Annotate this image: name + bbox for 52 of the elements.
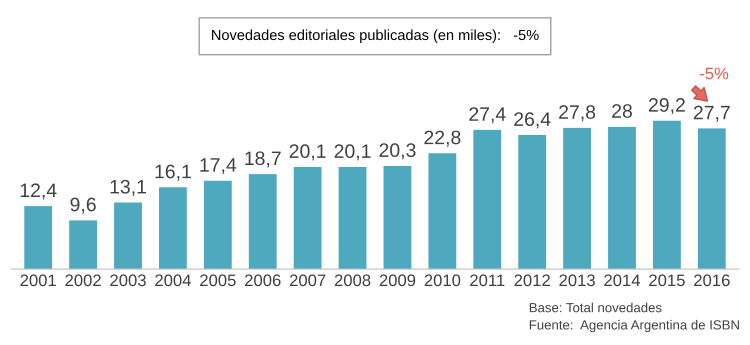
x-tick-label: 2005 bbox=[200, 274, 236, 286]
bar bbox=[518, 134, 546, 270]
data-label: 20,1 bbox=[290, 144, 326, 160]
x-tick-label: 2012 bbox=[514, 274, 550, 286]
data-label: 29,2 bbox=[648, 98, 685, 114]
data-label: 12,4 bbox=[20, 183, 57, 200]
bar bbox=[563, 128, 592, 270]
bar bbox=[158, 187, 187, 270]
data-label: 22,8 bbox=[424, 130, 460, 147]
bar bbox=[384, 166, 412, 270]
x-tick-label: 2010 bbox=[424, 274, 460, 286]
bar bbox=[24, 206, 52, 270]
x-tick-label: 2001 bbox=[20, 274, 56, 286]
data-label: 18,7 bbox=[245, 151, 281, 168]
bar bbox=[294, 166, 322, 270]
data-label: 20,3 bbox=[380, 143, 416, 160]
x-tick-label: 2013 bbox=[559, 274, 595, 286]
bar bbox=[652, 120, 681, 270]
bar bbox=[428, 153, 456, 270]
data-label: 26,4 bbox=[514, 112, 551, 128]
data-label: 27,4 bbox=[469, 107, 506, 124]
data-label: 17,4 bbox=[200, 158, 236, 174]
data-label: 28 bbox=[612, 104, 632, 118]
x-tick-label: 2002 bbox=[65, 274, 101, 286]
x-tick-label: 2004 bbox=[155, 274, 191, 286]
x-tick-label: 2009 bbox=[380, 274, 416, 286]
source-note: Fuente: Agencia Argentina de ISBN bbox=[530, 320, 739, 332]
bar bbox=[698, 128, 726, 270]
x-tick-label: 2007 bbox=[290, 274, 326, 286]
x-tick-label: 2003 bbox=[110, 274, 146, 286]
data-label: 27,8 bbox=[559, 105, 596, 122]
bar bbox=[338, 166, 366, 270]
x-tick-label: 2011 bbox=[470, 274, 504, 286]
x-tick-label: 2016 bbox=[694, 274, 730, 286]
bar bbox=[69, 220, 98, 270]
bar bbox=[114, 202, 142, 270]
data-label: 20,1 bbox=[334, 144, 371, 160]
x-tick-label: 2008 bbox=[334, 274, 370, 286]
bar bbox=[204, 180, 232, 270]
data-label: 27,7 bbox=[694, 106, 730, 122]
bar bbox=[248, 174, 277, 270]
text: -5% bbox=[700, 68, 728, 80]
data-label: 13,1 bbox=[110, 180, 146, 196]
chart-title: Novedades editoriales publicadas (en miles): -5% bbox=[212, 29, 539, 44]
data-label: 9,6 bbox=[70, 198, 96, 214]
x-tick-label: 2006 bbox=[245, 274, 281, 286]
x-tick-label: 2015 bbox=[649, 274, 685, 286]
data-label: 16,1 bbox=[155, 164, 191, 181]
x-tick-label: 2014 bbox=[604, 274, 640, 286]
bar bbox=[608, 126, 636, 270]
text: Base: Total novedades bbox=[530, 302, 662, 312]
bar bbox=[473, 130, 502, 270]
